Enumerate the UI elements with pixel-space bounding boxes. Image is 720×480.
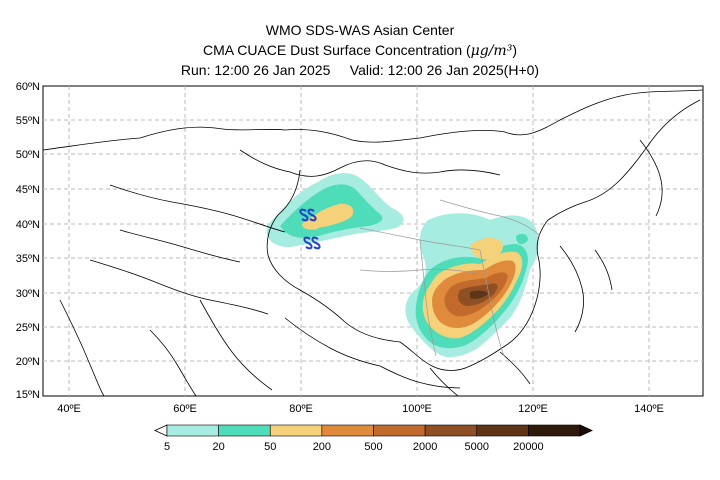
graticule	[43, 86, 703, 396]
colorbar-label: 2000	[413, 441, 437, 453]
longitude-labels: 40ºE 60ºE 80ºE 100ºE 120ºE 140ºE	[57, 403, 664, 415]
lat-label: 25ºN	[16, 322, 40, 334]
subtitle-prefix: CMA CUACE Dust Surface Concentration (	[203, 42, 471, 58]
colorbar-swatch	[218, 424, 271, 437]
colorbar-label: 50	[264, 441, 276, 453]
colorbar-label: 200	[313, 441, 331, 453]
subtitle-suffix: )	[512, 42, 517, 58]
lat-label: 50ºN	[16, 149, 40, 161]
colorbar-swatch	[269, 424, 323, 437]
colorbar-swatch	[424, 424, 478, 437]
colorbar-high-end	[579, 424, 593, 437]
lon-label: 100ºE	[402, 403, 432, 415]
map-frame	[42, 85, 704, 397]
colorbar-label: 500	[364, 441, 382, 453]
lat-label: 45ºN	[16, 184, 40, 196]
lat-label: 60ºN	[16, 81, 40, 93]
colorbar-swatch	[373, 424, 426, 437]
map-title: WMO SDS-WAS Asian Center	[265, 22, 455, 38]
colorbar: 5 20 50 200 500 2000 5000 20000	[154, 424, 593, 453]
colorbar-label: 5	[164, 441, 170, 453]
colorbar-label: 20000	[513, 441, 544, 453]
latitude-labels: 60ºN 55ºN 50ºN 45ºN 40ºN 35ºN 30ºN 25ºN …	[16, 81, 40, 401]
province-borders	[359, 199, 541, 357]
lat-label: 30ºN	[16, 288, 40, 300]
colorbar-low-end	[154, 424, 168, 437]
run-valid-time: Run: 12:00 26 Jan 2025 Valid: 12:00 26 J…	[180, 62, 540, 78]
dust-taklimakan	[266, 173, 404, 248]
lon-label: 120ºE	[518, 403, 548, 415]
lat-label: 55ºN	[16, 115, 40, 127]
colorbar-swatch	[321, 424, 374, 437]
colorbar-swatch	[528, 424, 581, 437]
colorbar-swatch	[476, 424, 529, 437]
lon-label: 40ºE	[57, 403, 81, 415]
map-subtitle: CMA CUACE Dust Surface Concentration (μg…	[0, 42, 720, 59]
lon-label: 140ºE	[634, 403, 664, 415]
dust-central-china	[405, 213, 539, 358]
lat-label: 20ºN	[16, 356, 40, 368]
lat-label: 35ºN	[16, 253, 40, 265]
lon-label: 60ºE	[173, 403, 197, 415]
unit-label: μg/m³	[470, 43, 513, 59]
colorbar-label: 5000	[465, 441, 489, 453]
country-borders	[43, 89, 703, 396]
colorbar-swatch	[166, 424, 219, 437]
dust-storm-symbol	[299, 208, 321, 250]
colorbar-label: 20	[213, 441, 225, 453]
lat-label: 15ºN	[16, 389, 40, 401]
lat-label: 40ºN	[16, 219, 40, 231]
lon-label: 80ºE	[289, 403, 313, 415]
